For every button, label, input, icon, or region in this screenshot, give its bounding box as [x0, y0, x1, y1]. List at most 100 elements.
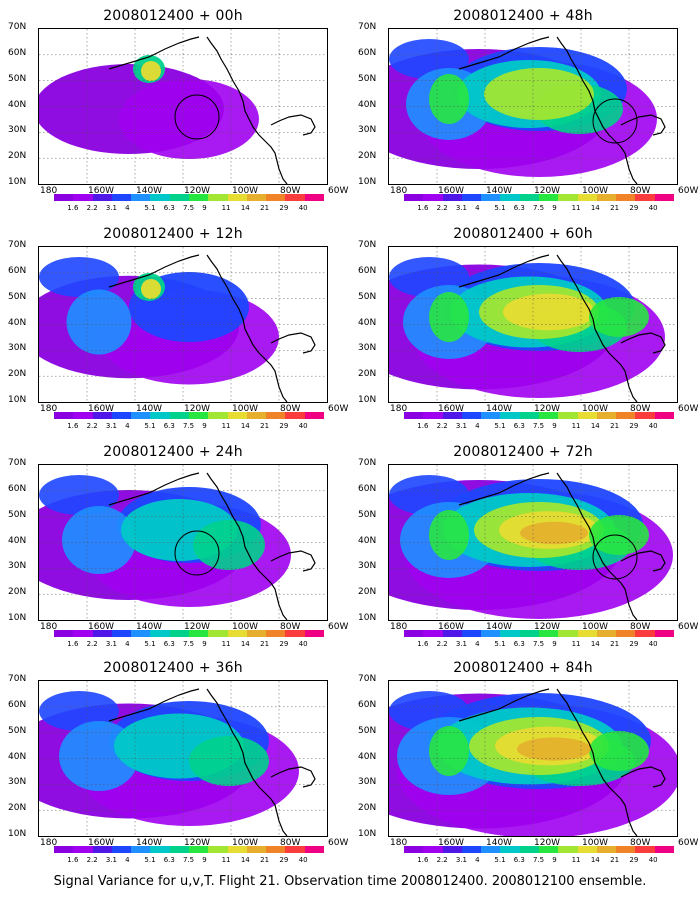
longitude-label: 100W [582, 838, 609, 848]
colorbar-label: 5.1 [144, 204, 156, 212]
map-panel-p12: 2008012400 + 12h 70N 60N 50N 40N 30N 20N 10N 180… [8, 226, 348, 441]
colorbar-label: 9 [552, 640, 557, 648]
colorbar-swatch [304, 846, 324, 853]
variance-contour [429, 74, 469, 124]
colorbar-swatch [654, 412, 674, 419]
coastline [458, 688, 550, 722]
variance-map [38, 246, 328, 403]
longitude-label: 140W [136, 404, 163, 414]
longitude-label: 160W [438, 622, 465, 632]
latitude-label: 40N [358, 751, 377, 762]
latitude-label: 30N [8, 125, 27, 136]
longitude-label: 80W [280, 404, 301, 414]
colorbar-label: 29 [629, 422, 639, 430]
latitude-label: 10N [358, 395, 377, 405]
coastline [270, 332, 316, 354]
colorbar-label: 9 [202, 856, 207, 864]
colorbar-swatch [500, 630, 520, 637]
colorbar-swatch [150, 412, 170, 419]
longitude-label: 100W [582, 622, 609, 632]
longitude-label: 120W [184, 838, 211, 848]
longitude-label: 80W [280, 838, 301, 848]
colorbar-label: 21 [610, 204, 620, 212]
colorbar-swatch [558, 194, 578, 201]
latitude-label: 60N [8, 483, 27, 494]
colorbar-label: 21 [260, 422, 270, 430]
colorbar-swatch [54, 194, 74, 201]
longitude-label: 160W [88, 404, 115, 414]
longitude-label: 120W [534, 622, 561, 632]
map-panel-p48: 2008012400 + 48h 70N 60N 50N 40N 30N 20N 10N 180… [358, 8, 698, 223]
latitude-label: 10N [8, 613, 27, 623]
colorbar-label: 3.1 [105, 856, 117, 864]
colorbar-label: 9 [552, 422, 557, 430]
colorbar-label: 4 [475, 422, 480, 430]
panel-title: 2008012400 + 60h [453, 226, 593, 242]
colorbar [54, 194, 324, 201]
colorbar-label: 11 [571, 640, 581, 648]
colorbar-swatch [404, 846, 424, 853]
latitude-label: 30N [8, 777, 27, 788]
colorbar-label: 2.2 [86, 640, 98, 648]
latitude-label: 50N [358, 291, 377, 302]
colorbar-label: 1.6 [67, 640, 79, 648]
colorbar-swatch [111, 630, 132, 637]
colorbar-swatch [169, 412, 189, 419]
colorbar-swatch [285, 630, 305, 637]
colorbar-label: 29 [629, 640, 639, 648]
latitude-label: 30N [8, 343, 27, 354]
colorbar-swatch [461, 412, 482, 419]
colorbar-swatch [577, 846, 597, 853]
colorbar [404, 630, 674, 637]
coastline [458, 254, 550, 288]
colorbar-swatch [266, 194, 286, 201]
colorbar-swatch [54, 846, 74, 853]
longitude-label: 180 [40, 622, 58, 632]
colorbar-swatch [404, 412, 424, 419]
colorbar-label: 7.5 [183, 204, 195, 212]
longitude-label: 80W [280, 622, 301, 632]
variance-contour [62, 506, 136, 574]
longitude-label: 60W [328, 186, 349, 196]
colorbar-swatch [304, 194, 324, 201]
colorbar-label: 21 [610, 640, 620, 648]
colorbar-label: 3.1 [455, 856, 467, 864]
colorbar-swatch [500, 846, 520, 853]
colorbar-swatch [285, 846, 305, 853]
colorbar-swatch [227, 846, 247, 853]
latitude-label: 60N [358, 47, 377, 58]
latitude-label: 40N [358, 317, 377, 328]
panel-title: 2008012400 + 24h [103, 444, 243, 460]
colorbar-swatch [111, 194, 132, 201]
colorbar-label: 6.3 [163, 204, 175, 212]
panel-title: 2008012400 + 72h [453, 444, 593, 460]
longitude-label: 180 [390, 838, 408, 848]
latitude-label: 60N [358, 265, 377, 276]
colorbar-label: 21 [260, 640, 270, 648]
coastline [108, 36, 200, 70]
latitude-label: 50N [358, 509, 377, 520]
colorbar-swatch [442, 194, 462, 201]
colorbar-swatch [285, 412, 305, 419]
colorbar-label: 21 [610, 856, 620, 864]
colorbar-swatch [538, 846, 559, 853]
longitude-label: 140W [486, 838, 513, 848]
variance-map [388, 464, 678, 621]
colorbar-swatch [131, 412, 151, 419]
longitude-label: 180 [390, 622, 408, 632]
latitude-label: 20N [358, 587, 377, 598]
longitude-label: 140W [486, 622, 513, 632]
colorbar-swatch [577, 630, 597, 637]
colorbar-label: 7.5 [533, 422, 545, 430]
colorbar-swatch [461, 194, 482, 201]
colorbar-label: 11 [221, 640, 231, 648]
colorbar-swatch [635, 630, 655, 637]
colorbar-swatch [519, 194, 539, 201]
colorbar-label: 14 [590, 422, 600, 430]
latitude-label: 30N [358, 125, 377, 136]
colorbar-label: 40 [648, 856, 658, 864]
colorbar [54, 630, 324, 637]
colorbar-label: 4 [125, 856, 130, 864]
figure-caption: Signal Variance for u,v,T. Flight 21. Ob… [53, 874, 647, 889]
colorbar-swatch [188, 846, 209, 853]
